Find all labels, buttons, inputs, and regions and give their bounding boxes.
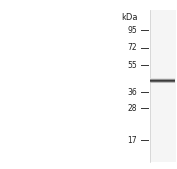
Bar (150, 79, 175, 80)
Bar (150, 82, 175, 83)
Bar (150, 78, 175, 79)
Bar (150, 80, 175, 81)
Text: 36: 36 (127, 88, 137, 97)
Text: 28: 28 (128, 104, 137, 113)
Text: 55: 55 (127, 61, 137, 70)
Bar (150, 80, 175, 81)
Text: 72: 72 (128, 43, 137, 52)
Bar (150, 10, 176, 162)
Text: 17: 17 (128, 136, 137, 144)
Bar (150, 81, 175, 82)
Bar (150, 81, 175, 82)
Bar (150, 79, 175, 80)
Text: 95: 95 (127, 26, 137, 35)
Bar (150, 82, 175, 83)
Text: kDa: kDa (122, 14, 138, 22)
Bar (150, 78, 175, 79)
